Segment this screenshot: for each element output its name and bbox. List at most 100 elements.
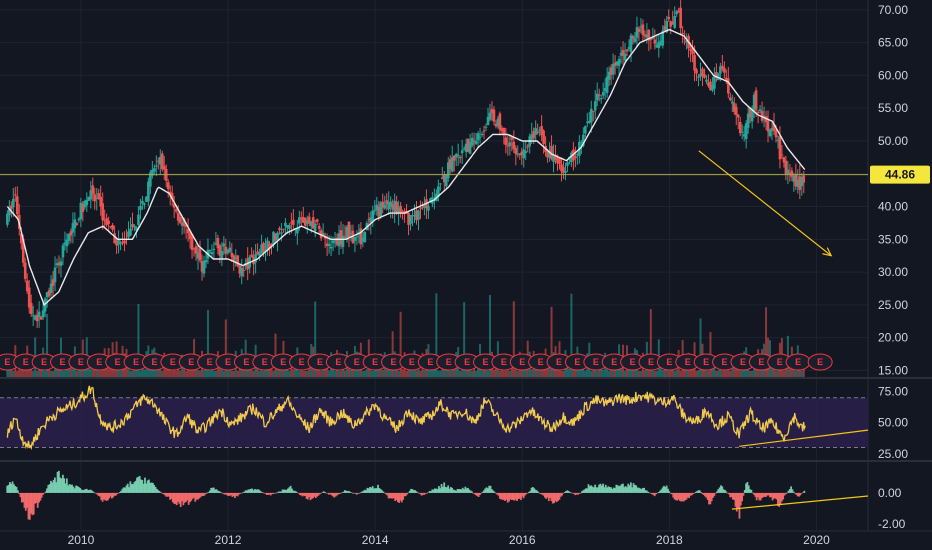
histogram-bar: [539, 492, 542, 495]
candle-body: [526, 146, 530, 148]
candle-body: [198, 248, 202, 261]
histogram-bar: [770, 492, 773, 498]
candle-body: [516, 153, 520, 155]
volume-bar: [236, 370, 239, 377]
candle-body: [190, 234, 194, 251]
annotation-arrow-line[interactable]: [698, 150, 832, 257]
histogram-bar: [6, 485, 9, 493]
volume-bar: [774, 370, 777, 377]
volume-bar: [512, 301, 515, 377]
volume-bar: [385, 367, 388, 377]
histogram-bar: [546, 492, 549, 498]
histogram-bar: [555, 492, 558, 503]
candle-body: [591, 110, 595, 112]
histogram-bar: [776, 492, 779, 506]
histogram-bar: [559, 492, 562, 497]
candle-body: [97, 193, 101, 199]
volume-bar: [530, 369, 533, 377]
histogram-bar: [485, 487, 488, 493]
candle-body: [335, 237, 339, 245]
histogram-bar: [320, 492, 322, 494]
histogram-bar: [738, 492, 741, 519]
histogram-bar: [367, 488, 370, 493]
main-price-axis[interactable]: 70.0065.0060.0055.0050.0045.0040.0035.00…: [878, 3, 908, 378]
volume-bar: [596, 370, 599, 377]
candle-body: [166, 182, 170, 190]
histogram-bar: [159, 492, 162, 493]
histogram-bar: [522, 492, 525, 499]
time-tick-label: 2020: [803, 533, 830, 547]
histogram-bar: [792, 491, 795, 493]
candle-body: [673, 16, 676, 28]
candle-body: [657, 42, 661, 49]
histogram-bar: [537, 491, 540, 493]
histogram-bar: [709, 492, 712, 505]
volume-bar: [584, 370, 587, 377]
volume-bar: [320, 370, 323, 377]
histogram-bar: [75, 485, 78, 493]
volume-bar: [242, 368, 245, 377]
candle-body: [238, 265, 242, 274]
candle-body: [232, 255, 236, 262]
time-axis[interactable]: 2010 2012 2014 2016 2018 2020: [68, 533, 831, 547]
histogram-bar: [431, 489, 434, 493]
volume-bar: [71, 360, 74, 377]
histogram-bar: [592, 487, 595, 493]
histogram-bar: [607, 486, 610, 493]
volume-bar: [46, 313, 49, 377]
histogram-bar: [669, 492, 672, 494]
candle-body: [645, 34, 649, 38]
histogram-bar: [400, 492, 403, 503]
volume-bar: [717, 370, 720, 377]
histogram-bar: [313, 492, 316, 497]
candle-body: [375, 204, 379, 211]
histogram-bar: [158, 491, 161, 493]
candle-body: [748, 108, 752, 118]
rsi-divergence-line[interactable]: [739, 429, 869, 447]
candle-body: [681, 33, 684, 35]
histogram-bar: [370, 487, 373, 493]
histogram-bar: [336, 492, 338, 496]
candle-body: [788, 173, 792, 175]
candle-body: [585, 121, 589, 123]
histogram-bar: [520, 492, 522, 501]
histogram-bar: [516, 492, 518, 502]
histogram-bar: [418, 492, 420, 494]
histogram-bar: [632, 483, 635, 493]
volume-bar: [343, 370, 346, 377]
earnings-marker-label: E: [170, 357, 176, 367]
histogram-bar: [567, 491, 570, 493]
histogram-bar: [426, 492, 428, 494]
histogram-divergence-line[interactable]: [731, 495, 869, 510]
volume-bar: [238, 361, 241, 377]
histogram-bar: [394, 492, 397, 501]
candle-body: [119, 243, 122, 245]
volume-bar: [419, 370, 422, 377]
histogram-bar: [439, 488, 442, 493]
histogram-bar: [726, 492, 729, 494]
candle-body: [605, 76, 609, 93]
volume-bar: [498, 370, 501, 377]
candle-body: [796, 179, 800, 188]
histogram-bar: [571, 492, 574, 494]
candle-body: [355, 236, 359, 238]
candle-body: [510, 137, 514, 140]
candle-body: [208, 250, 212, 252]
histogram-bar: [134, 480, 137, 493]
histogram-bar: [775, 492, 778, 500]
candle-body: [564, 170, 567, 173]
histogram-bar: [146, 480, 149, 493]
histogram-bar: [479, 492, 481, 495]
candle-body: [542, 130, 545, 145]
histogram-bar: [226, 492, 228, 496]
histogram-bar: [456, 489, 459, 493]
histogram-bar: [618, 486, 620, 493]
histogram-bar: [681, 492, 684, 502]
histogram-bar: [720, 485, 722, 493]
histogram-bar: [759, 492, 762, 501]
candle-body: [107, 220, 110, 225]
histogram-bar: [291, 488, 293, 493]
candle-body: [57, 262, 61, 266]
histogram-bar: [786, 492, 789, 494]
